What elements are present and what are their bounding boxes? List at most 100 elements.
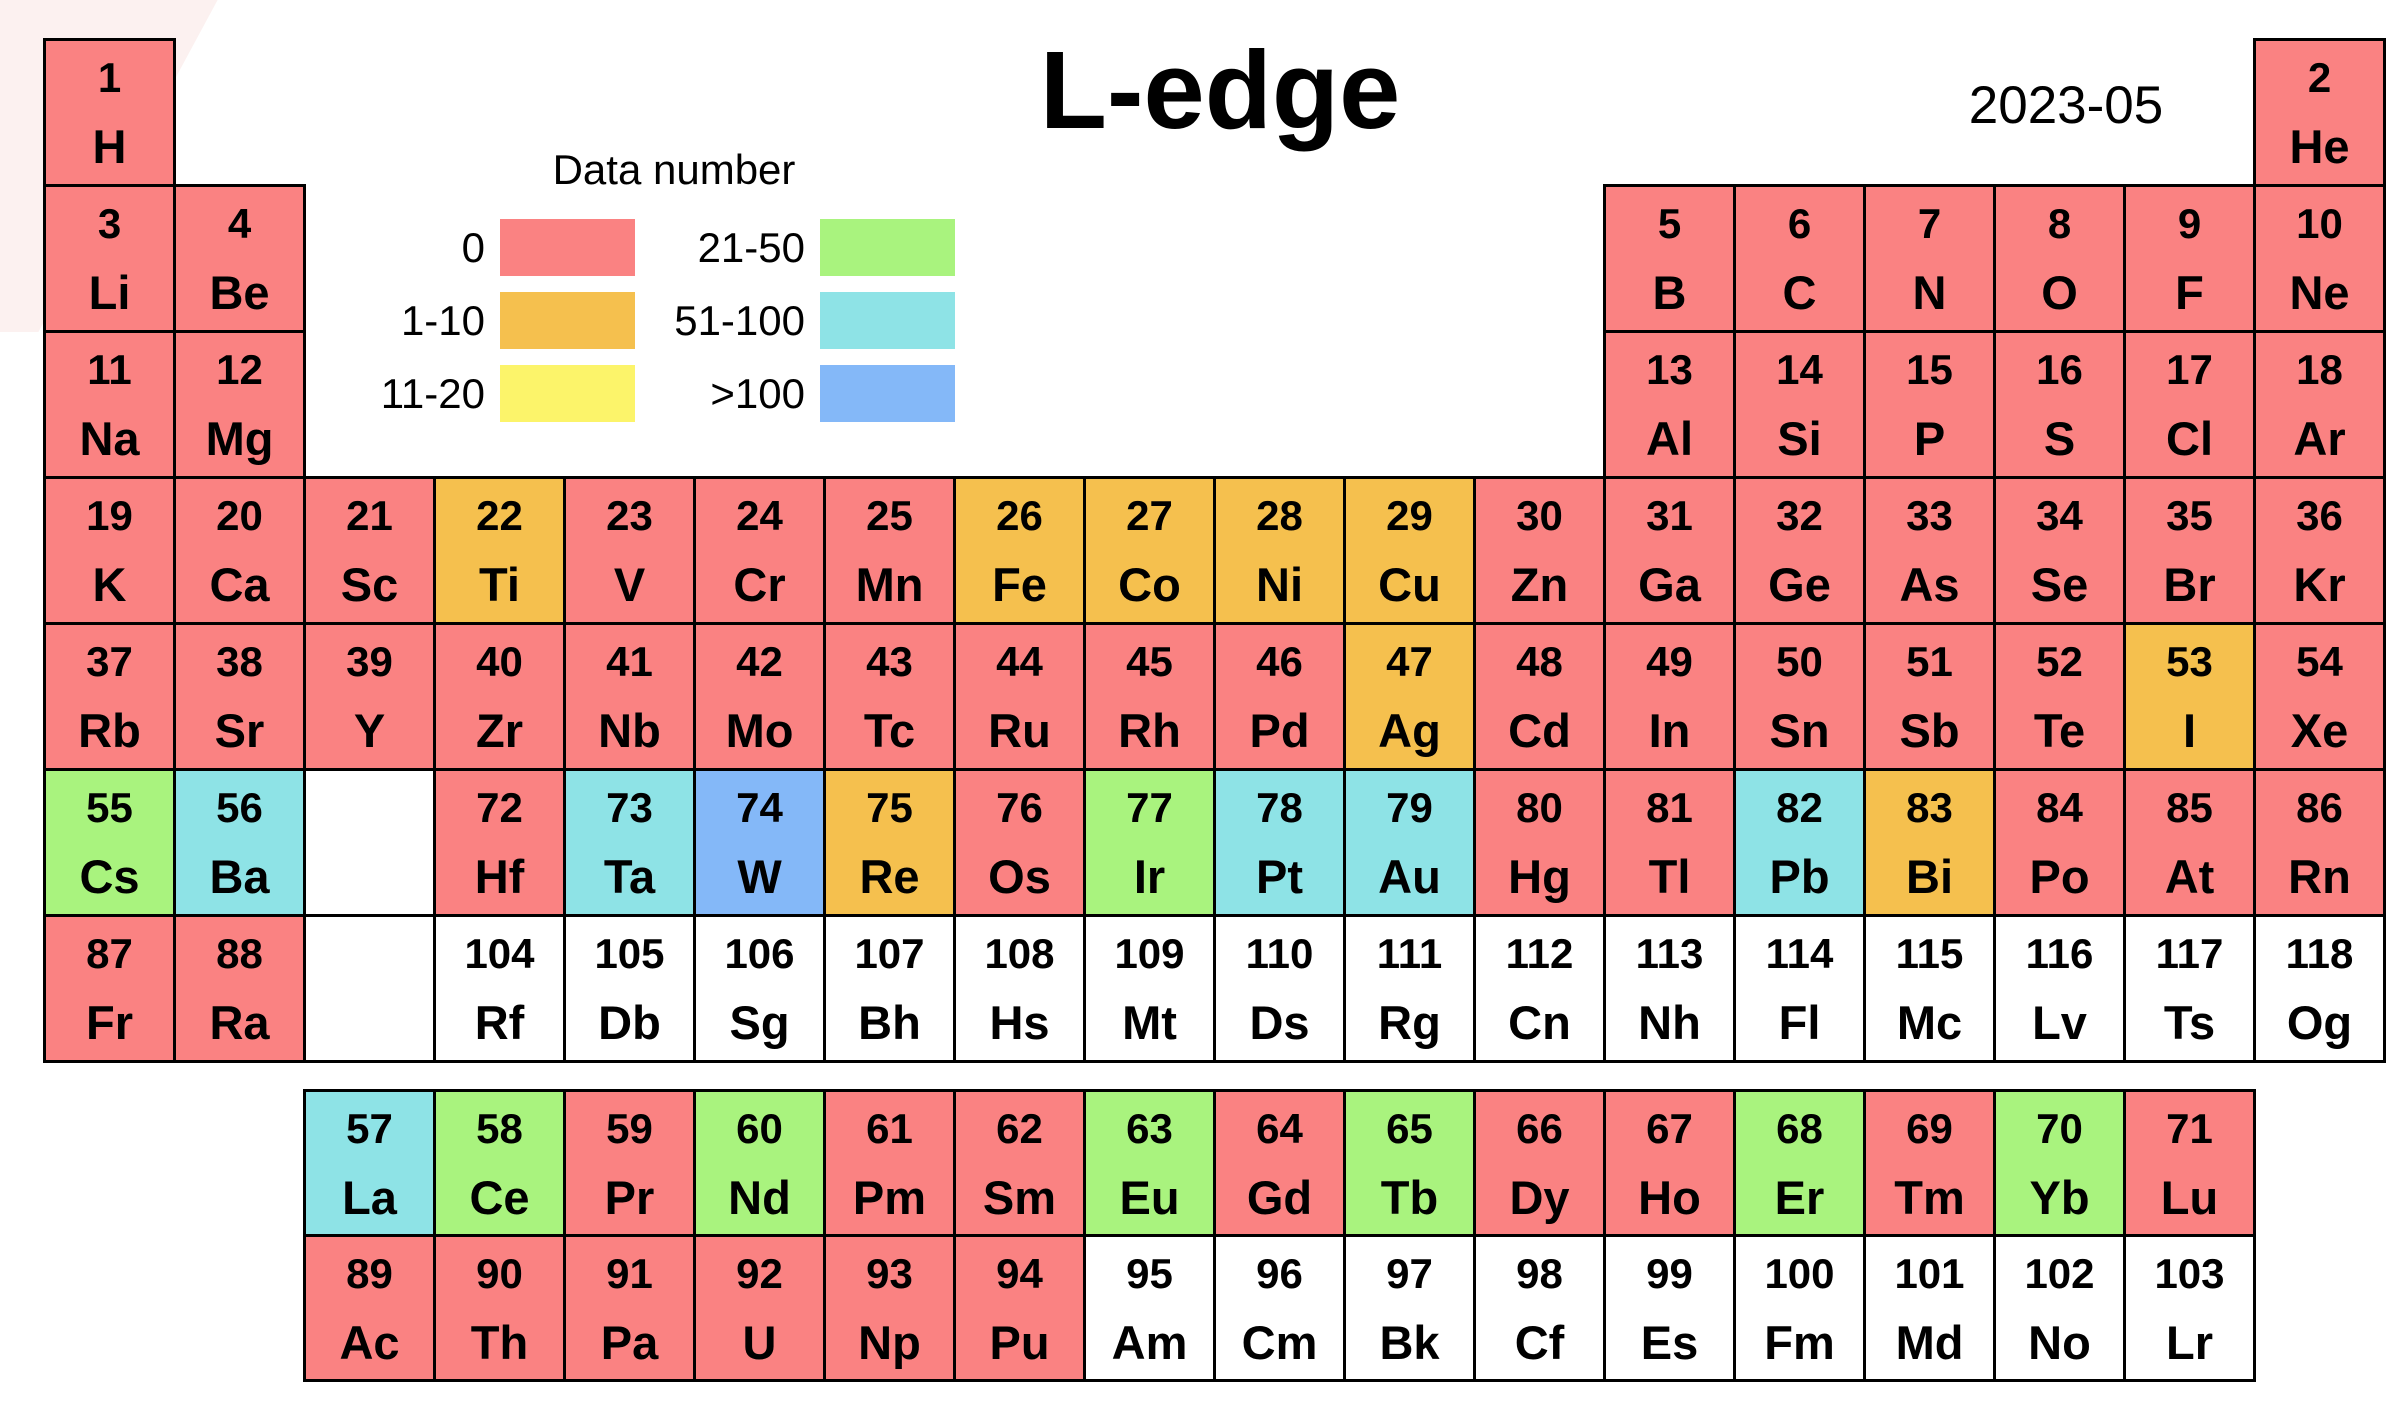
- element-symbol: Ac: [339, 1316, 400, 1369]
- element-Ce: 58 Ce: [433, 1089, 566, 1237]
- element-symbol: Ra: [209, 996, 270, 1049]
- atomic-number: 46: [1256, 638, 1303, 685]
- atomic-number: 41: [606, 638, 653, 685]
- element-symbol: Au: [1378, 850, 1441, 903]
- atomic-number: 60: [736, 1105, 783, 1152]
- atomic-number: 62: [996, 1105, 1043, 1152]
- element-symbol: Mo: [725, 704, 794, 757]
- element-symbol: Yb: [2029, 1171, 2090, 1224]
- element-symbol: Ts: [2163, 996, 2216, 1049]
- element-symbol: Sc: [340, 558, 399, 611]
- element-Po: 84 Po: [1993, 768, 2126, 917]
- element-symbol: Fl: [1778, 996, 1821, 1049]
- element-symbol: U: [742, 1316, 777, 1369]
- element-symbol: Ca: [209, 558, 270, 611]
- element-symbol: Pr: [604, 1171, 655, 1224]
- element-symbol: Lr: [2166, 1316, 2213, 1369]
- element-Al: 13 Al: [1603, 330, 1736, 479]
- atomic-number: 30: [1516, 492, 1563, 539]
- atomic-number: 38: [216, 638, 263, 685]
- element-Zn: 30 Zn: [1473, 476, 1606, 625]
- element-K: 19 K: [43, 476, 176, 625]
- element-symbol: Cn: [1508, 996, 1571, 1049]
- element-symbol: Mg: [205, 412, 274, 465]
- element-symbol: Fr: [86, 996, 133, 1049]
- element-Pr: 59 Pr: [563, 1089, 696, 1237]
- element-Sr: 38 Sr: [173, 622, 306, 771]
- atomic-number: 87: [86, 930, 133, 977]
- element-Eu: 63 Eu: [1083, 1089, 1216, 1237]
- element-Es: 99 Es: [1603, 1234, 1736, 1382]
- element-Mn: 25 Mn: [823, 476, 956, 625]
- element-Am: 95 Am: [1083, 1234, 1216, 1382]
- element-symbol: Pu: [989, 1316, 1050, 1369]
- atomic-number: 116: [2025, 930, 2094, 977]
- element-symbol: Nh: [1638, 996, 1701, 1049]
- atomic-number: 49: [1646, 638, 1693, 685]
- element-symbol: Y: [353, 704, 386, 757]
- atomic-number: 29: [1386, 492, 1433, 539]
- element-Np: 93 Np: [823, 1234, 956, 1382]
- atomic-number: 59: [606, 1105, 653, 1152]
- element-Bi: 83 Bi: [1863, 768, 1996, 917]
- element-symbol: Eu: [1119, 1171, 1180, 1224]
- atomic-number: 40: [476, 638, 523, 685]
- element-symbol: Ru: [988, 704, 1051, 757]
- atomic-number: 36: [2296, 492, 2343, 539]
- element-Se: 34 Se: [1993, 476, 2126, 625]
- element-Zr: 40 Zr: [433, 622, 566, 771]
- element-Pa: 91 Pa: [563, 1234, 696, 1382]
- atomic-number: 75: [866, 784, 913, 831]
- legend-swatch: [500, 292, 635, 349]
- atomic-number: 93: [866, 1250, 913, 1297]
- element-Nd: 60 Nd: [693, 1089, 826, 1237]
- legend-swatch: [500, 365, 635, 422]
- element-symbol: Th: [470, 1316, 529, 1369]
- element-symbol: N: [1912, 266, 1947, 319]
- element-symbol: Te: [2033, 704, 2086, 757]
- element-symbol: Ni: [1256, 558, 1303, 611]
- element-symbol: Rh: [1118, 704, 1181, 757]
- element-symbol: Ne: [2289, 266, 2350, 319]
- legend-swatch: [820, 365, 955, 422]
- atomic-number: 74: [736, 784, 783, 831]
- element-S: 16 S: [1993, 330, 2126, 479]
- element-symbol: C: [1782, 266, 1817, 319]
- element-symbol: H: [92, 120, 127, 173]
- element-symbol: Rf: [474, 996, 525, 1049]
- atomic-number: 25: [866, 492, 913, 539]
- element-symbol: Nb: [598, 704, 661, 757]
- element-symbol: Ho: [1638, 1171, 1701, 1224]
- element-Rn: 86 Rn: [2253, 768, 2386, 917]
- atomic-number: 107: [854, 930, 925, 977]
- element-No: 102 No: [1993, 1234, 2126, 1382]
- atomic-number: 56: [216, 784, 263, 831]
- element-symbol: Gd: [1246, 1171, 1313, 1224]
- atomic-number: 97: [1386, 1250, 1433, 1297]
- atomic-number: 82: [1776, 784, 1823, 831]
- element-symbol: Tm: [1894, 1171, 1965, 1224]
- element-symbol: Tl: [1648, 850, 1691, 903]
- element-symbol: Ds: [1249, 996, 1310, 1049]
- element-symbol: Bi: [1906, 850, 1953, 903]
- atomic-number: 61: [866, 1105, 913, 1152]
- element-Na: 11 Na: [43, 330, 176, 479]
- element-At: 85 At: [2123, 768, 2256, 917]
- element-He: 2 He: [2253, 38, 2386, 187]
- element-symbol: Pm: [852, 1171, 927, 1224]
- element-symbol: B: [1652, 266, 1687, 319]
- element-Ir: 77 Ir: [1083, 768, 1216, 917]
- element-Ar: 18 Ar: [2253, 330, 2386, 479]
- legend-title: Data number: [552, 146, 796, 193]
- atomic-number: 77: [1126, 784, 1173, 831]
- element-symbol: Pd: [1249, 704, 1310, 757]
- atomic-number: 80: [1516, 784, 1563, 831]
- atomic-number: 111: [1376, 930, 1443, 977]
- atomic-number: 1: [97, 54, 122, 101]
- atomic-number: 100: [1764, 1250, 1835, 1297]
- atomic-number: 5: [1657, 200, 1682, 247]
- element-symbol: Ti: [479, 558, 520, 611]
- element-Fm: 100 Fm: [1733, 1234, 1866, 1382]
- element-symbol: Rb: [78, 704, 141, 757]
